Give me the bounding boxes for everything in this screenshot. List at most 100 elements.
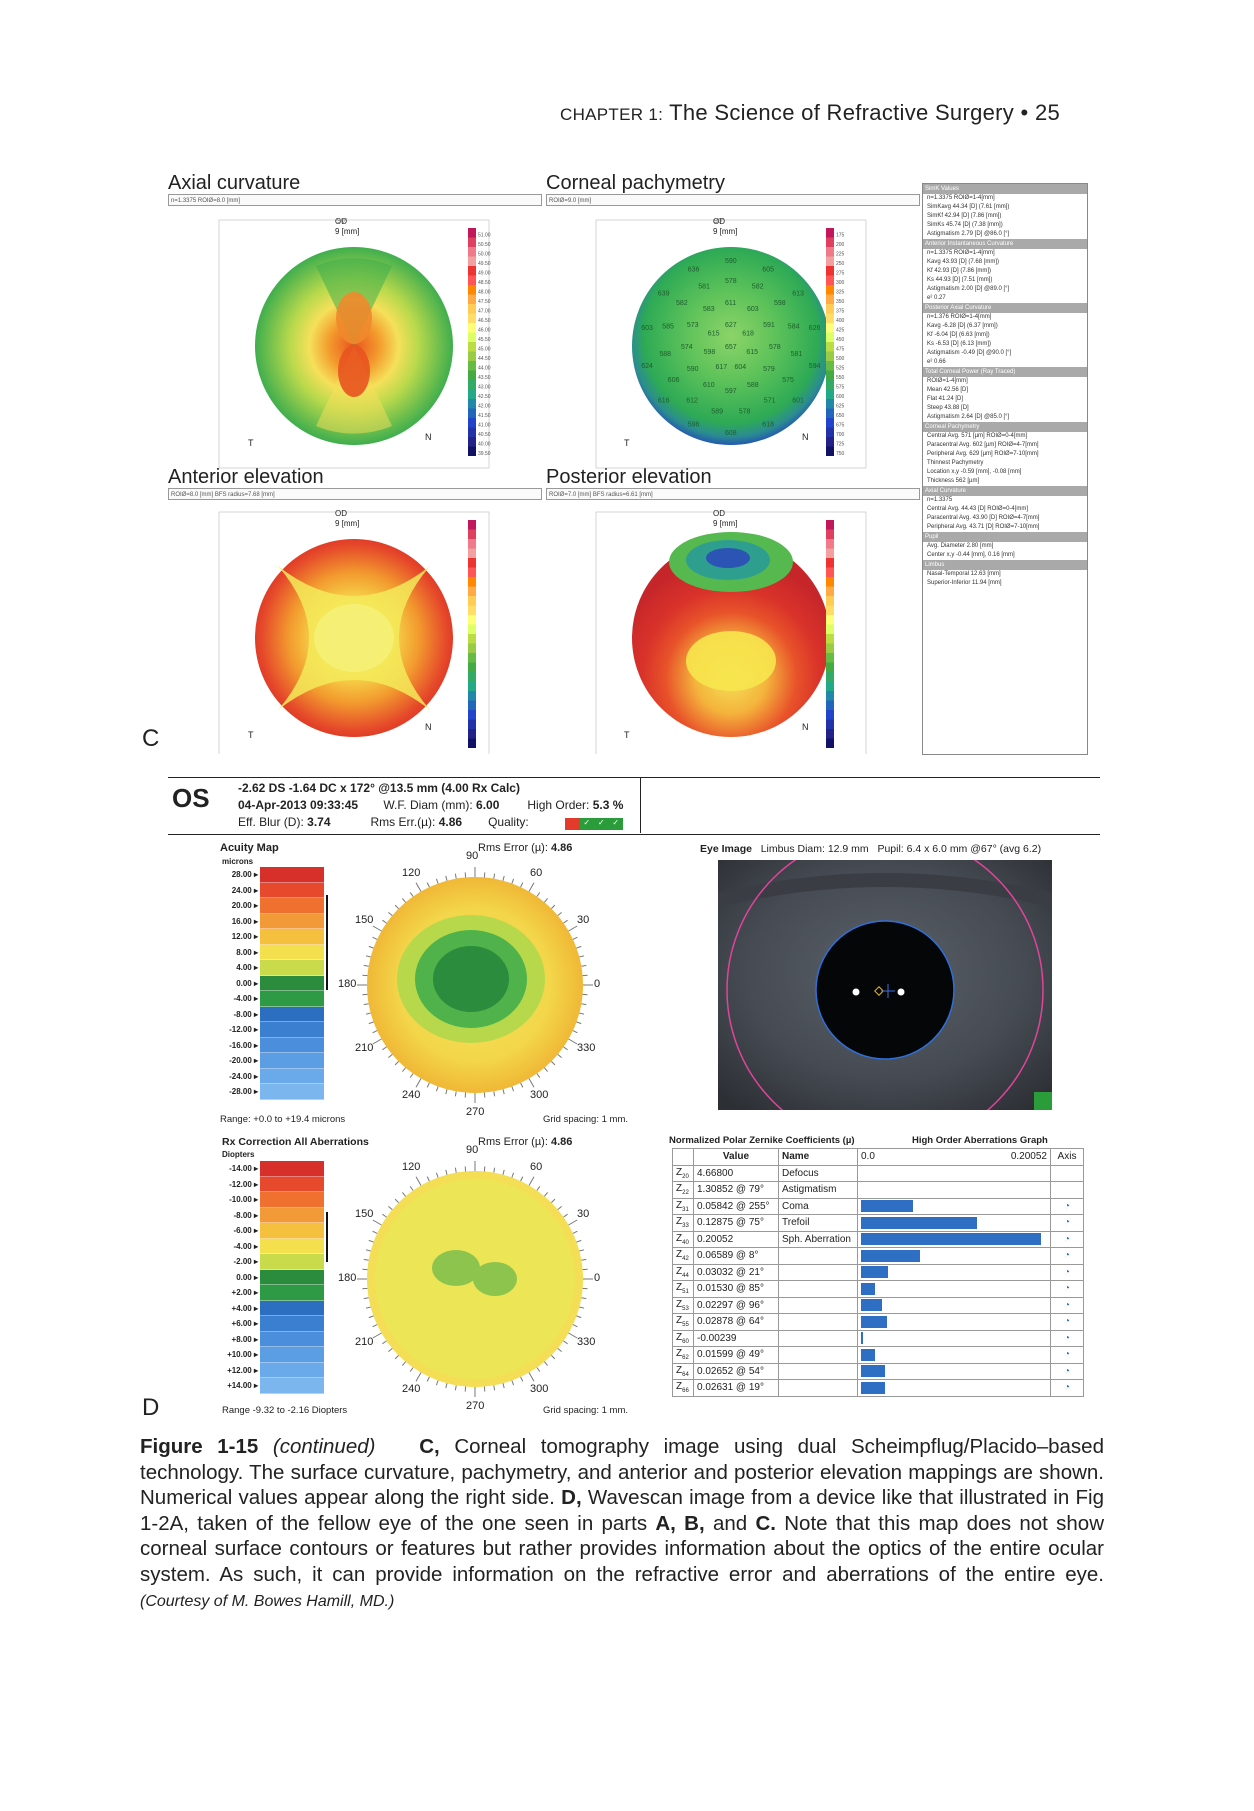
legend-row: -24.00 ▸ bbox=[220, 1068, 324, 1084]
axial-n-label: N bbox=[425, 432, 432, 442]
ho-bar bbox=[861, 1332, 864, 1345]
scale-swatch bbox=[826, 691, 834, 701]
zernike-row: Z33 0.12875 @ 75° Trefoil ◔ bbox=[672, 1214, 1084, 1232]
acuity-unit: microns bbox=[222, 857, 254, 866]
pachy-value: 616 bbox=[658, 398, 670, 405]
sidebar-row: n=1.3375 ROIØ=1-4[mm] bbox=[927, 250, 995, 256]
dial-label: 240 bbox=[402, 1089, 421, 1101]
scale-swatch bbox=[826, 672, 834, 682]
scale-label: 39.50 bbox=[478, 451, 491, 457]
scale-swatch bbox=[826, 370, 834, 380]
pachy-value: 601 bbox=[792, 398, 804, 405]
acuity-grid: Grid spacing: 1 mm. bbox=[543, 1114, 628, 1125]
scale-swatch bbox=[468, 662, 476, 672]
col-graph: 0.0 0.20052 bbox=[857, 1148, 1051, 1166]
col-value: Value bbox=[693, 1148, 779, 1166]
rx-dial-labels: 90 120 60 150 30 180 0 210 330 240 300 270 bbox=[330, 1144, 620, 1412]
legend-row: -28.00 ▸ bbox=[220, 1084, 324, 1100]
zernike-row: Z62 0.01599 @ 49° ◔ bbox=[672, 1346, 1084, 1364]
sidebar-row: Thinnest Pachymetry bbox=[927, 460, 984, 466]
pachy-value: 575 bbox=[782, 377, 794, 384]
pachy-value: 578 bbox=[725, 278, 737, 285]
scale-label: 49.50 bbox=[478, 261, 491, 267]
pachy-value: 606 bbox=[668, 377, 680, 384]
scale-label: 700 bbox=[836, 432, 845, 438]
scale-swatch bbox=[468, 380, 476, 390]
scale-swatch bbox=[468, 529, 476, 539]
dial-label: 240 bbox=[402, 1383, 421, 1395]
sidebar-row: Central Avg. 571 [µm] ROIØ=0-4[mm] bbox=[927, 433, 1028, 439]
sidebar-row: Mean 42.56 [D] bbox=[927, 387, 969, 393]
dial-label: 330 bbox=[577, 1336, 596, 1348]
scale-label: 50.00 bbox=[478, 252, 491, 258]
map-sub-anterior: ROIØ=8.0 [mm] BFS radius=7.68 [mm] bbox=[168, 488, 542, 500]
map-title-axial: Axial curvature bbox=[168, 172, 301, 194]
pachy-od-label: OD 9 [mm] bbox=[713, 217, 738, 236]
figure-number: Figure 1-15 bbox=[140, 1435, 259, 1458]
pachy-value: 603 bbox=[641, 325, 653, 332]
zernike-row: Z40 0.20052 Sph. Aberration ◔ bbox=[672, 1230, 1084, 1248]
scale-swatch bbox=[468, 586, 476, 596]
scale-swatch bbox=[826, 304, 834, 314]
pachy-value: 591 bbox=[763, 322, 775, 329]
scale-label: 225 bbox=[836, 252, 845, 258]
scale-label: 200 bbox=[836, 242, 845, 248]
chapter-title: The Science of Refractive Surgery bbox=[669, 100, 1015, 125]
map-title-anterior: Anterior elevation bbox=[168, 466, 324, 488]
legend-row: 0.00 ▸ bbox=[220, 975, 324, 991]
scale-label: 43.50 bbox=[478, 375, 491, 381]
panel-d-letter: D bbox=[142, 1394, 160, 1421]
scale-swatch bbox=[468, 558, 476, 568]
pachy-value: 581 bbox=[698, 284, 710, 291]
sidebar-row: Astigmatism 2.79 [D] @86.0 [°] bbox=[927, 231, 1010, 237]
dial-label: 120 bbox=[402, 867, 421, 879]
pachy-value: 604 bbox=[735, 364, 747, 371]
sidebar-row: e² 0.27 bbox=[927, 295, 946, 301]
scale-swatch bbox=[826, 313, 834, 323]
running-header: CHAPTER 1: The Science of Refractive Sur… bbox=[560, 100, 1060, 126]
pachy-value: 605 bbox=[762, 267, 774, 274]
pachy-value: 578 bbox=[769, 344, 781, 351]
scale-swatch bbox=[468, 653, 476, 663]
sidebar-row: Astigmatism 2.00 [D] @89.0 [°] bbox=[927, 286, 1010, 292]
map-sub-axial: n=1.3375 ROIØ=8.0 [mm] bbox=[168, 194, 542, 206]
sidebar-row: Kavg 43.93 [D] (7.68 [mm]) bbox=[927, 259, 1000, 265]
axis-icon: ◔ bbox=[1050, 1379, 1084, 1397]
sidebar-row: Kavg -6.28 [D] (6.37 [mm]) bbox=[927, 323, 998, 329]
sidebar-row: Nasal-Temporal 12.63 [mm] bbox=[927, 571, 1001, 577]
scale-swatch bbox=[826, 539, 834, 549]
pachy-value: 583 bbox=[703, 306, 715, 313]
scale-swatch bbox=[468, 237, 476, 247]
dial-label: 120 bbox=[402, 1161, 421, 1173]
dial-label: 180 bbox=[338, 978, 357, 990]
pachy-value: 584 bbox=[788, 324, 800, 331]
scale-label: 42.50 bbox=[478, 394, 491, 400]
scale-swatch bbox=[826, 586, 834, 596]
pachy-value: 627 bbox=[725, 322, 737, 329]
sidebar-section-head: Pupil bbox=[923, 532, 1087, 542]
ho-bar bbox=[861, 1233, 1041, 1246]
axis-icon: ◔ bbox=[1050, 1230, 1084, 1248]
sidebar-section-head: Axial Curvature bbox=[923, 486, 1087, 496]
scale-label: 675 bbox=[836, 423, 845, 429]
scale-swatch bbox=[468, 567, 476, 577]
eye-image-header: Eye Image Limbus Diam: 12.9 mm Pupil: 6.… bbox=[700, 843, 1042, 855]
scale-swatch bbox=[826, 520, 834, 530]
scale-swatch bbox=[826, 247, 834, 257]
scale-swatch bbox=[826, 729, 834, 739]
ho-bar bbox=[861, 1216, 977, 1229]
scale-swatch bbox=[826, 256, 834, 266]
zernike-row: Z66 0.02631 @ 19° ◔ bbox=[672, 1379, 1084, 1397]
sidebar-section-head: Anterior Instantaneous Curvature bbox=[923, 239, 1087, 249]
pachy-value: 574 bbox=[681, 344, 693, 351]
dial-label: 30 bbox=[577, 1208, 590, 1220]
legend-row: +14.00 ▸ bbox=[220, 1378, 324, 1394]
dial-label: 30 bbox=[577, 914, 590, 926]
scale-swatch bbox=[468, 351, 476, 361]
ho-bar bbox=[861, 1200, 914, 1213]
scale-swatch bbox=[468, 446, 476, 456]
legend-row: -12.00 ▸ bbox=[220, 1022, 324, 1038]
axis-icon: ◔ bbox=[1050, 1197, 1084, 1215]
axial-t-label: T bbox=[248, 438, 254, 448]
dial-label: 210 bbox=[355, 1042, 374, 1054]
